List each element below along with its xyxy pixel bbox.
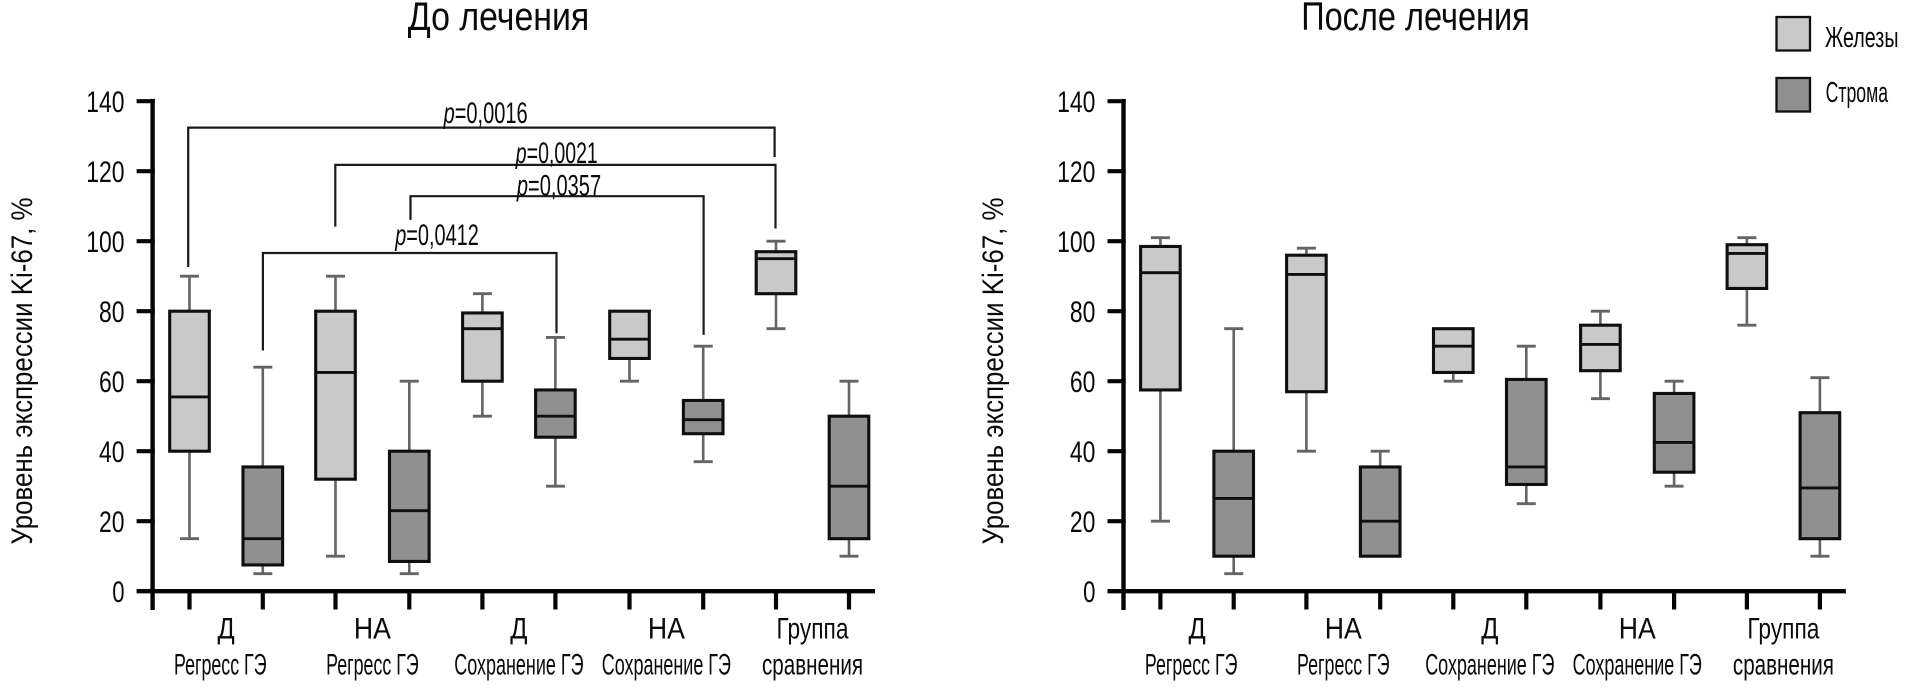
svg-text:Д: Д — [510, 613, 527, 646]
svg-text:100: 100 — [86, 226, 124, 259]
svg-text:40: 40 — [1070, 436, 1096, 469]
svg-text:120: 120 — [86, 156, 124, 189]
svg-text:сравнения: сравнения — [762, 649, 863, 682]
svg-text:Железы: Железы — [1825, 22, 1899, 54]
svg-text:После лечения: После лечения — [1301, 0, 1530, 39]
svg-text:0: 0 — [112, 576, 124, 609]
svg-text:Регресс ГЭ: Регресс ГЭ — [174, 649, 267, 682]
svg-text:20: 20 — [99, 506, 125, 539]
svg-text:40: 40 — [99, 436, 125, 469]
svg-text:Сохранение ГЭ: Сохранение ГЭ — [1425, 649, 1554, 682]
svg-text:Сохранение ГЭ: Сохранение ГЭ — [602, 649, 731, 682]
svg-text:Группа: Группа — [777, 613, 850, 646]
svg-text:p=0,0357: p=0,0357 — [516, 169, 601, 202]
svg-text:НА: НА — [1619, 613, 1656, 646]
svg-text:Уровень экспрессии Ki-67, %: Уровень экспрессии Ki-67, % — [6, 198, 39, 545]
svg-text:120: 120 — [1057, 156, 1095, 189]
svg-text:80: 80 — [1070, 296, 1096, 329]
svg-text:140: 140 — [1057, 86, 1095, 119]
svg-text:Д: Д — [218, 613, 235, 646]
svg-text:60: 60 — [1070, 366, 1096, 399]
svg-text:0: 0 — [1083, 576, 1095, 609]
svg-text:сравнения: сравнения — [1733, 649, 1834, 682]
svg-text:100: 100 — [1057, 226, 1095, 259]
svg-text:Сохранение ГЭ: Сохранение ГЭ — [454, 649, 583, 682]
svg-text:НА: НА — [354, 613, 391, 646]
svg-text:p=0,0412: p=0,0412 — [395, 219, 479, 252]
svg-text:Д: Д — [1481, 613, 1498, 646]
svg-text:Д: Д — [1188, 613, 1205, 646]
svg-text:60: 60 — [99, 366, 125, 399]
svg-text:Сохранение ГЭ: Сохранение ГЭ — [1573, 649, 1702, 682]
svg-text:Регресс ГЭ: Регресс ГЭ — [1297, 649, 1390, 682]
svg-text:До лечения: До лечения — [408, 0, 590, 39]
svg-text:НА: НА — [648, 613, 685, 646]
svg-text:80: 80 — [99, 296, 125, 329]
svg-text:140: 140 — [86, 86, 124, 119]
svg-text:20: 20 — [1070, 506, 1096, 539]
svg-text:p=0,0016: p=0,0016 — [443, 97, 528, 130]
svg-text:Регресс ГЭ: Регресс ГЭ — [1145, 649, 1238, 682]
svg-text:p=0,0021: p=0,0021 — [515, 137, 598, 170]
svg-text:НА: НА — [1325, 613, 1362, 646]
svg-text:Уровень экспрессии Ki-67, %: Уровень экспрессии Ki-67, % — [977, 198, 1010, 545]
svg-text:Регресс ГЭ: Регресс ГЭ — [326, 649, 419, 682]
svg-text:Группа: Группа — [1747, 613, 1820, 646]
svg-text:Строма: Строма — [1826, 77, 1889, 109]
